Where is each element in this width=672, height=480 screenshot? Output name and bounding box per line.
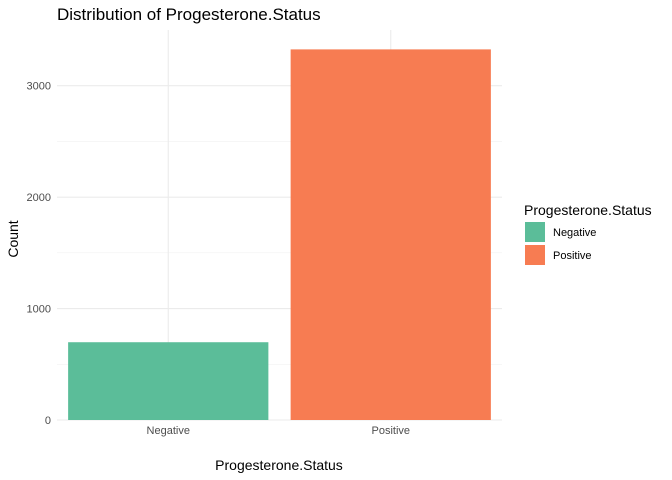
y-tick-label: 0 [45, 415, 51, 427]
legend-key-positive [525, 245, 545, 265]
y-tick-label: 3000 [27, 81, 51, 93]
bars-layer [68, 49, 491, 420]
bar-negative [68, 342, 269, 420]
bar-positive [290, 49, 491, 420]
legend-title: Progesterone.Status [524, 202, 652, 218]
chart-title: Distribution of Progesterone.Status [57, 5, 321, 24]
x-axis-ticks: Negative Positive [147, 425, 410, 437]
y-axis-ticks: 0 1000 2000 3000 [27, 81, 51, 427]
legend-entries: Negative Positive [525, 222, 596, 265]
y-axis-title: Count [5, 220, 21, 257]
x-axis-title: Progesterone.Status [215, 457, 343, 473]
legend-label-negative: Negative [553, 227, 596, 239]
x-tick-label: Positive [371, 425, 410, 437]
y-tick-label: 1000 [27, 304, 51, 316]
y-tick-label: 2000 [27, 192, 51, 204]
legend-label-positive: Positive [553, 250, 592, 262]
legend-key-negative [525, 222, 545, 242]
x-tick-label: Negative [147, 425, 190, 437]
legend: Progesterone.Status Negative Positive [524, 202, 652, 265]
